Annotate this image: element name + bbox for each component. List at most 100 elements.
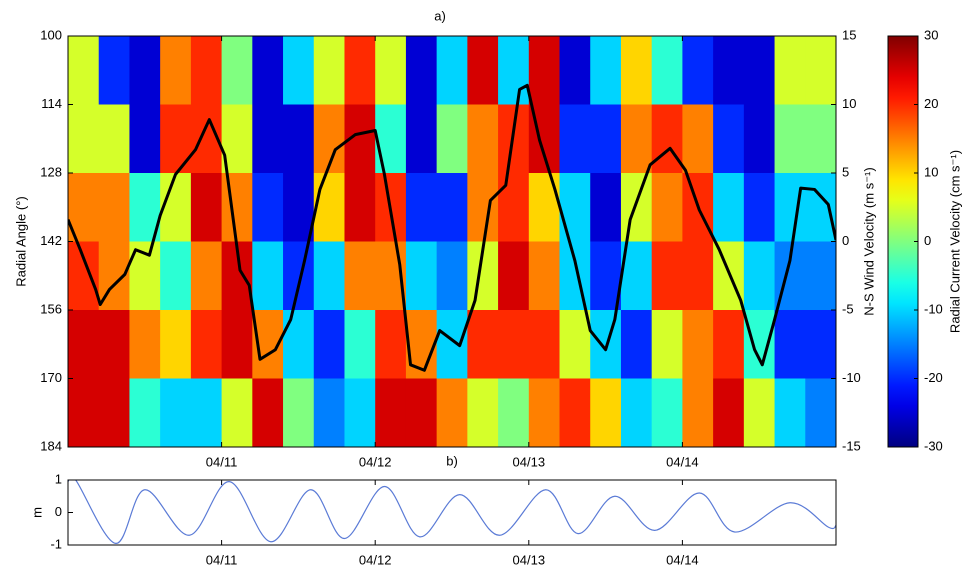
- y-tick-label: 100: [40, 27, 62, 42]
- heatmap-cell: [98, 310, 130, 379]
- heatmap-cell: [68, 36, 100, 105]
- x-tick-label: 04/13: [513, 552, 546, 567]
- heatmap-cell: [559, 173, 591, 242]
- x-tick-label: 04/11: [206, 454, 238, 469]
- heatmap-cell: [682, 36, 714, 105]
- heatmap-cell: [467, 310, 499, 379]
- heatmap-cell: [190, 173, 223, 242]
- heatmap-cell: [405, 241, 438, 311]
- heatmap-cell: [620, 310, 653, 379]
- y-tick-label: 0: [55, 504, 62, 519]
- x-tick-label: 04/12: [359, 454, 392, 469]
- heatmap-cell: [221, 310, 253, 379]
- heatmap-cell: [283, 104, 315, 174]
- heatmap-cell: [682, 310, 714, 379]
- heatmap-cell: [344, 310, 376, 379]
- heatmap-cell: [528, 173, 561, 242]
- heatmap-cell: [651, 104, 683, 174]
- heatmap-cell: [221, 36, 253, 105]
- heatmap-cell: [313, 378, 345, 447]
- heatmap-cell: [68, 104, 100, 174]
- y2-tick-label: 10: [842, 96, 856, 111]
- heatmap-cell: [160, 173, 192, 242]
- heatmap-cell: [774, 173, 806, 242]
- heatmap-cell: [743, 36, 776, 105]
- heatmap-cell: [160, 241, 192, 311]
- heatmap-cell: [743, 241, 776, 311]
- heatmap-cell: [559, 310, 591, 379]
- heatmap-cell: [129, 104, 161, 174]
- heatmap-cell: [344, 173, 376, 242]
- y-tick-label: 142: [40, 233, 62, 248]
- heatmap-cell: [620, 173, 653, 242]
- y-tick-label: -1: [50, 536, 62, 551]
- colorbar-tick-label: -30: [924, 438, 943, 453]
- y2-axis-label: N-S Wind Velocity (m s⁻¹): [861, 167, 876, 315]
- heatmap-cell: [98, 36, 130, 105]
- heatmap-cell: [743, 173, 776, 242]
- heatmap-cell: [682, 241, 714, 311]
- y2-tick-label: -10: [842, 370, 861, 385]
- heatmap-cell: [620, 36, 653, 105]
- colorbar-tick-label: 0: [924, 233, 931, 248]
- wind-line: [68, 83, 836, 372]
- heatmap-cell: [620, 378, 653, 447]
- heatmap-cell: [344, 36, 376, 105]
- heatmap-cell: [190, 310, 223, 379]
- colorbar-tick-label: -10: [924, 301, 943, 316]
- y-axis-label: Radial Angle (°): [13, 196, 28, 286]
- heatmap-cell: [283, 241, 315, 311]
- heatmap-cell: [805, 241, 836, 311]
- heatmap-cell: [467, 36, 499, 105]
- heatmap-cell: [436, 36, 468, 105]
- heatmap-cell: [713, 36, 745, 105]
- y2-tick-label: 5: [842, 164, 849, 179]
- plot-frame: [67, 479, 837, 546]
- heatmap-cell: [651, 36, 683, 105]
- y-tick-label: 128: [40, 164, 62, 179]
- heatmap-cell: [252, 36, 284, 105]
- heatmap-cell: [651, 173, 683, 242]
- heatmap-cell: [283, 173, 315, 242]
- heatmap-cell: [805, 310, 836, 379]
- heatmap-cell: [98, 104, 130, 174]
- heatmap-cell: [190, 36, 223, 105]
- heatmap-cell: [743, 378, 776, 447]
- colorbar-label: Radial Current Velocity (cm s⁻¹): [947, 150, 962, 333]
- x-tick-label: 04/14: [666, 454, 699, 469]
- heatmap-cell: [528, 310, 561, 379]
- heatmap-cell: [682, 104, 714, 174]
- heatmap-cell: [252, 378, 284, 447]
- heatmap-cell: [405, 378, 438, 447]
- heatmap-cell: [498, 378, 530, 447]
- heatmap-cell: [559, 36, 591, 105]
- heatmap-cell: [651, 241, 683, 311]
- heatmap-cell: [98, 173, 130, 242]
- heatmap-cell: [313, 173, 345, 242]
- heatmap-cell: [436, 104, 468, 174]
- heatmap-cell: [190, 378, 223, 447]
- panel-title: a): [434, 8, 446, 23]
- heatmap-cell: [743, 104, 776, 174]
- heatmap-cell: [590, 104, 622, 174]
- y-tick-label: 184: [40, 438, 62, 453]
- x-tick-label: 04/11: [206, 552, 238, 567]
- heatmap-cell: [436, 310, 468, 379]
- heatmap-cell: [68, 310, 100, 379]
- heatmap-cell: [129, 378, 161, 447]
- heatmap-cell: [283, 310, 315, 379]
- heatmap-cell: [620, 104, 653, 174]
- y2-tick-label: -15: [842, 438, 861, 453]
- heatmap-cell: [559, 241, 591, 311]
- plot: [68, 480, 836, 544]
- heatmap-cell: [436, 378, 468, 447]
- heatmap-cell: [252, 173, 284, 242]
- heatmap-cell: [405, 104, 438, 174]
- y-tick-label: 170: [40, 370, 62, 385]
- heatmap: [68, 36, 836, 447]
- heatmap-cell: [682, 378, 714, 447]
- heatmap-cell: [590, 36, 622, 105]
- heatmap-cell: [129, 36, 161, 105]
- heatmap-cell: [498, 310, 530, 379]
- heatmap-cell: [405, 173, 438, 242]
